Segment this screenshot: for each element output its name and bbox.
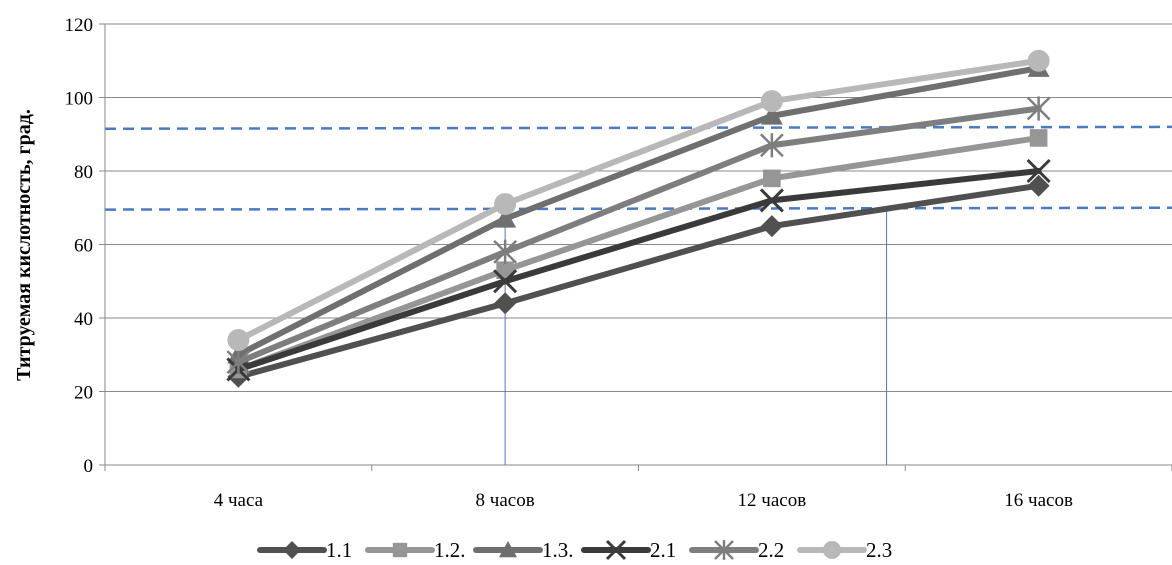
data-point xyxy=(1029,129,1048,147)
y-tick-label: 80 xyxy=(74,162,93,183)
legend-label: 1.2. xyxy=(434,538,466,562)
data-point xyxy=(1026,96,1051,121)
series-line xyxy=(235,57,1042,344)
legend: 1.1 1.2. 1.3. 2.1 2.2 2.3 xyxy=(257,538,892,562)
y-axis-label: Титруемая кислотность, град. xyxy=(13,109,35,381)
legend-marker xyxy=(392,542,408,558)
data-point xyxy=(759,133,784,158)
series-line xyxy=(235,168,1042,373)
marker-stroke xyxy=(759,188,784,213)
series-2-1 xyxy=(226,158,1051,382)
data-point xyxy=(759,188,784,213)
x-tick-label: 16 часов xyxy=(1004,490,1073,511)
series-2-2 xyxy=(226,96,1051,375)
y-tick-label: 60 xyxy=(74,236,93,257)
legend-item: 2.1 xyxy=(581,538,676,562)
y-tick-label: 0 xyxy=(84,456,94,477)
legend-item: 1.2. xyxy=(365,538,466,562)
series-line xyxy=(235,105,1042,366)
legend-item: 1.3. xyxy=(473,538,574,562)
series-2-3 xyxy=(227,49,1050,352)
legend-label: 1.3. xyxy=(542,538,574,562)
y-tick-label: 20 xyxy=(74,383,93,404)
reference-lines xyxy=(104,125,1172,465)
reference-line xyxy=(104,125,1172,130)
x-tick-label: 8 часов xyxy=(476,490,535,511)
legend-marker xyxy=(823,541,841,559)
data-point xyxy=(496,261,514,280)
data-point xyxy=(1027,49,1050,72)
data-point xyxy=(1027,174,1050,197)
legend-label: 2.1 xyxy=(650,538,676,562)
x-tick-labels: 4 часа 8 часов 12 часов 16 часов xyxy=(214,490,1073,511)
legend-item: 2.2 xyxy=(689,538,784,562)
y-tick-label: 120 xyxy=(65,15,94,36)
axes xyxy=(99,23,1172,471)
legend-label: 2.3 xyxy=(866,538,892,562)
legend-item: 1.1 xyxy=(257,538,352,562)
reference-line xyxy=(104,206,1172,211)
series-line xyxy=(235,65,1042,358)
data-point xyxy=(494,207,517,228)
x-tick-label: 4 часа xyxy=(214,490,264,511)
series-line xyxy=(235,182,1042,380)
series-1-3 xyxy=(227,57,1050,364)
data-point xyxy=(763,169,781,188)
y-tick-label: 100 xyxy=(65,89,94,110)
x-tick-label: 12 часов xyxy=(738,490,807,511)
marker-stroke xyxy=(605,539,627,561)
data-point xyxy=(760,104,783,125)
y-tick-labels: 0 20 40 60 80 100 120 xyxy=(65,15,94,477)
data-point xyxy=(226,350,251,375)
legend-marker xyxy=(605,539,627,561)
data-point xyxy=(494,292,517,315)
data-point xyxy=(227,329,250,352)
data-point xyxy=(760,215,783,238)
legend-marker xyxy=(714,540,734,560)
marker-stroke xyxy=(493,269,518,294)
y-tick-label: 40 xyxy=(74,309,93,330)
data-point xyxy=(1026,158,1051,184)
series-group xyxy=(226,49,1051,388)
series-line xyxy=(235,134,1042,373)
data-point xyxy=(760,90,783,113)
legend-label: 1.1 xyxy=(326,538,352,562)
data-point xyxy=(493,269,518,294)
legend-marker xyxy=(499,541,517,558)
legend-marker xyxy=(283,541,301,559)
marker-stroke xyxy=(1026,158,1051,184)
data-point xyxy=(494,193,517,216)
legend-item: 2.3 xyxy=(797,538,892,562)
data-point xyxy=(493,239,518,264)
legend-label: 2.2 xyxy=(758,538,784,562)
